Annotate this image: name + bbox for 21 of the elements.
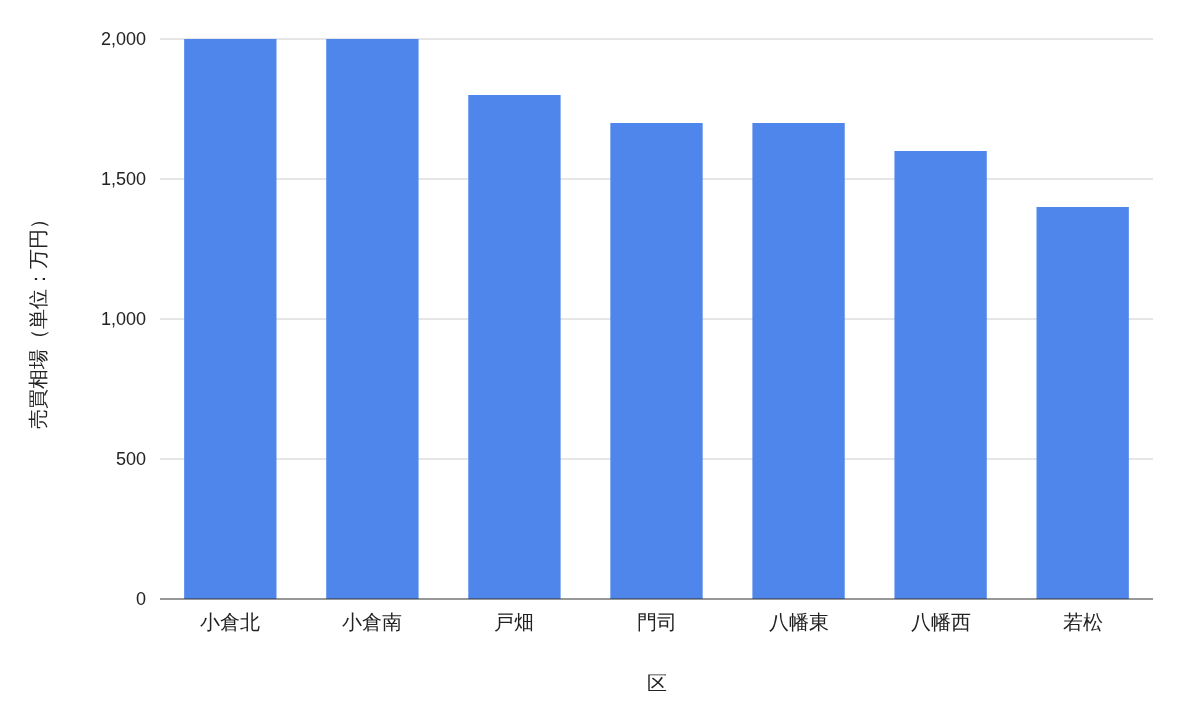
bar [184, 39, 277, 599]
y-tick-label: 0 [135, 589, 146, 610]
x-tick-label: 戸畑 [494, 611, 535, 633]
x-tick-label: 門司 [636, 611, 677, 633]
bar [468, 95, 561, 599]
bar [752, 123, 845, 599]
bar [326, 39, 419, 599]
y-tick-label: 1,000 [100, 309, 146, 330]
x-axis-title: 区 [646, 672, 667, 694]
x-tick-label: 八幡東 [768, 611, 829, 633]
y-tick-label: 500 [115, 449, 146, 470]
x-tick-label: 小倉南 [342, 611, 403, 633]
y-tick-label: 2,000 [100, 29, 146, 50]
x-tick-label: 八幡西 [910, 611, 971, 633]
bar [610, 123, 703, 599]
x-tick-label: 小倉北 [200, 611, 261, 633]
bar [894, 151, 987, 599]
x-tick-label: 若松 [1062, 611, 1103, 633]
bar [1036, 207, 1129, 599]
y-axis-title: 売買相場（単位：万円） [27, 209, 49, 429]
y-tick-label: 1,500 [100, 169, 146, 190]
